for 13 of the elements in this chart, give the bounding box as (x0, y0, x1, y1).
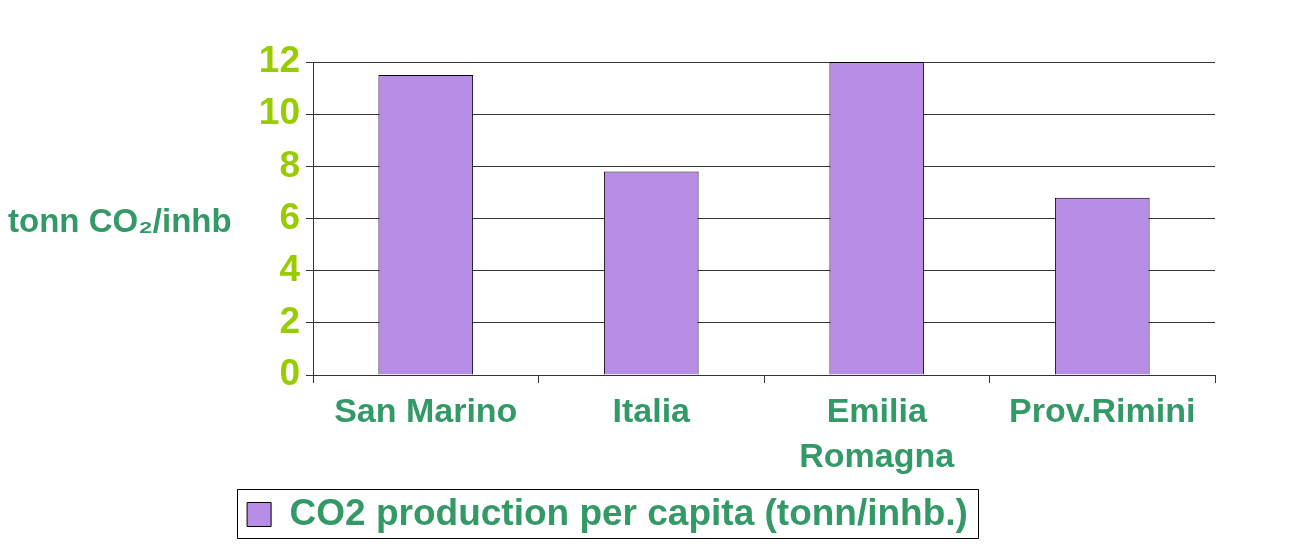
x-tick-label: San Marino (334, 391, 518, 430)
y-tick-label: 6 (279, 195, 300, 237)
x-tick-label: Prov.Rimini (1009, 391, 1196, 430)
x-tick-label: Italia (612, 391, 692, 430)
y-tick-label: 10 (258, 91, 300, 133)
y-tick-label: 2 (279, 300, 300, 342)
y-tick-label: 8 (279, 143, 300, 185)
y-tick-label: 0 (279, 352, 300, 394)
y-axis-title: tonn CO₂/inhb (8, 201, 232, 239)
legend-label: CO2 production per capita (tonn/inhb.) (289, 491, 968, 533)
x-tick-label: Emilia Romagna (799, 391, 956, 474)
y-tick-label: 12 (258, 39, 300, 81)
y-tick-label: 4 (279, 247, 301, 289)
